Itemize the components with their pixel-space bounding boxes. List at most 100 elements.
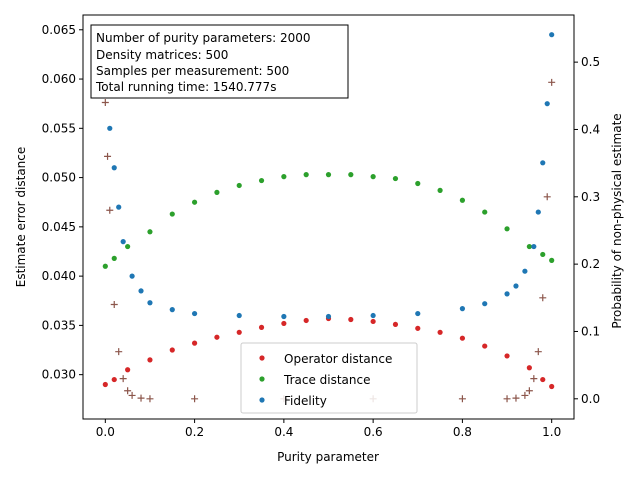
- data-point: [526, 243, 532, 250]
- data-point: [522, 268, 528, 274]
- data-point: [169, 211, 175, 217]
- data-point: [281, 320, 287, 327]
- data-point: [101, 99, 109, 107]
- data-point: [525, 387, 533, 395]
- data-point: [116, 204, 122, 210]
- data-point: [503, 395, 511, 403]
- data-point: [512, 394, 520, 402]
- info-box: Number of purity parameters: 2000 Densit…: [90, 24, 349, 99]
- data-point: [281, 174, 287, 180]
- data-point: [415, 325, 421, 331]
- data-point: [521, 391, 529, 399]
- data-point: [303, 317, 309, 324]
- data-point: [106, 206, 114, 214]
- series-trace-distance: [102, 172, 555, 269]
- data-point: [549, 257, 555, 263]
- data-point: [124, 387, 132, 395]
- data-point: [459, 335, 466, 341]
- y-right-tick-label: 0.2: [581, 257, 600, 271]
- data-point: [540, 376, 546, 383]
- y-tick-label: 0.065: [42, 23, 76, 37]
- data-point: [415, 180, 421, 187]
- x-axis-label: Purity parameter: [277, 450, 379, 464]
- legend-marker: [259, 355, 265, 361]
- data-point: [482, 343, 488, 349]
- series-operator-distance: [102, 315, 555, 390]
- data-point: [102, 381, 108, 388]
- data-point: [111, 376, 117, 383]
- data-point: [348, 316, 354, 323]
- data-point: [437, 329, 443, 335]
- legend-entry: Trace distance: [259, 373, 371, 387]
- data-point: [107, 125, 113, 131]
- data-point: [482, 209, 488, 215]
- y-axis-label-right: Probability of non-physical estimate: [610, 113, 624, 328]
- info-box-frame: [90, 24, 349, 99]
- plot-frame: [82, 14, 575, 420]
- x-tick-label: 0.6: [364, 425, 383, 439]
- data-point: [111, 165, 117, 171]
- data-point: [535, 209, 541, 215]
- data-point: [539, 294, 547, 302]
- data-point: [348, 172, 354, 178]
- y-tick-label: 0.050: [42, 171, 76, 185]
- data-point: [191, 395, 199, 403]
- info-line-purity-parameters: Number of purity parameters: 2000: [96, 31, 311, 45]
- data-point: [325, 313, 332, 320]
- data-point: [258, 324, 265, 330]
- legend-marker: [259, 376, 265, 382]
- legend: Operator distance Trace distance Fidelity: [240, 342, 418, 414]
- data-point: [128, 391, 136, 399]
- y-tick-label: 0.055: [42, 121, 76, 135]
- info-line-density-matrices: Density matrices: 500: [96, 48, 228, 62]
- info-line-samples: Samples per measurement: 500: [96, 64, 289, 78]
- data-point: [214, 334, 220, 340]
- x-tick-label: 0.8: [453, 425, 472, 439]
- data-point: [370, 312, 376, 319]
- data-point: [549, 32, 555, 38]
- legend-label: Operator distance: [284, 352, 392, 366]
- x-tick-label: 1.0: [542, 425, 561, 439]
- legend-label: Trace distance: [283, 373, 371, 387]
- data-point: [392, 175, 399, 182]
- data-point: [530, 375, 538, 383]
- data-point: [258, 177, 265, 184]
- data-point: [111, 255, 117, 261]
- legend-entry: Operator distance: [259, 352, 392, 366]
- data-point: [236, 312, 242, 319]
- data-point: [236, 182, 242, 189]
- data-point: [191, 199, 198, 205]
- y-tick-label: 0.030: [42, 368, 76, 382]
- data-point: [458, 395, 466, 403]
- y-right-tick-label: 0.0: [581, 392, 600, 406]
- data-point: [147, 300, 153, 306]
- data-point: [504, 353, 510, 359]
- data-point: [147, 357, 153, 363]
- data-point: [137, 394, 145, 402]
- data-point: [459, 197, 466, 203]
- data-point: [138, 288, 144, 294]
- data-point: [303, 172, 309, 178]
- data-point: [415, 310, 421, 317]
- data-point: [548, 78, 556, 86]
- data-point: [115, 348, 123, 356]
- data-point: [120, 239, 126, 245]
- data-point: [214, 189, 220, 195]
- data-point: [125, 243, 131, 250]
- y-axis-left: 0.030 0.035 0.040 0.045 0.050 0.055 0.060 0.065: [42, 23, 83, 382]
- info-line-running-time: Total running time: 1540.777s: [95, 80, 276, 94]
- y-right-tick-label: 0.1: [581, 324, 600, 338]
- data-point: [540, 160, 546, 166]
- data-point: [125, 367, 131, 373]
- x-tick-label: 0.4: [274, 425, 293, 439]
- data-point: [504, 291, 510, 297]
- legend-box: [240, 342, 418, 414]
- data-point: [504, 226, 510, 232]
- data-point: [526, 365, 532, 371]
- y-axis-label: Estimate error distance: [14, 147, 28, 288]
- data-point: [110, 301, 118, 309]
- data-point: [543, 193, 551, 201]
- y-tick-label: 0.035: [42, 318, 76, 332]
- y-axis-right: 0.0 0.1 0.2 0.3 0.4 0.5: [574, 55, 600, 406]
